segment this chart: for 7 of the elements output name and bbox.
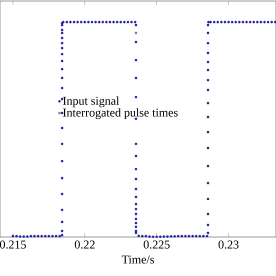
x-tick-label: 0.225	[144, 240, 170, 249]
legend-label: Interrogated pulse times	[63, 108, 178, 120]
x-tick-label: 0.22	[74, 240, 95, 249]
x-axis-title: Time/s	[122, 255, 154, 264]
legend-label: Input signal	[63, 96, 120, 108]
x-tick-label: 0.23	[218, 240, 239, 249]
x-tick-label: 0.215	[0, 240, 26, 249]
